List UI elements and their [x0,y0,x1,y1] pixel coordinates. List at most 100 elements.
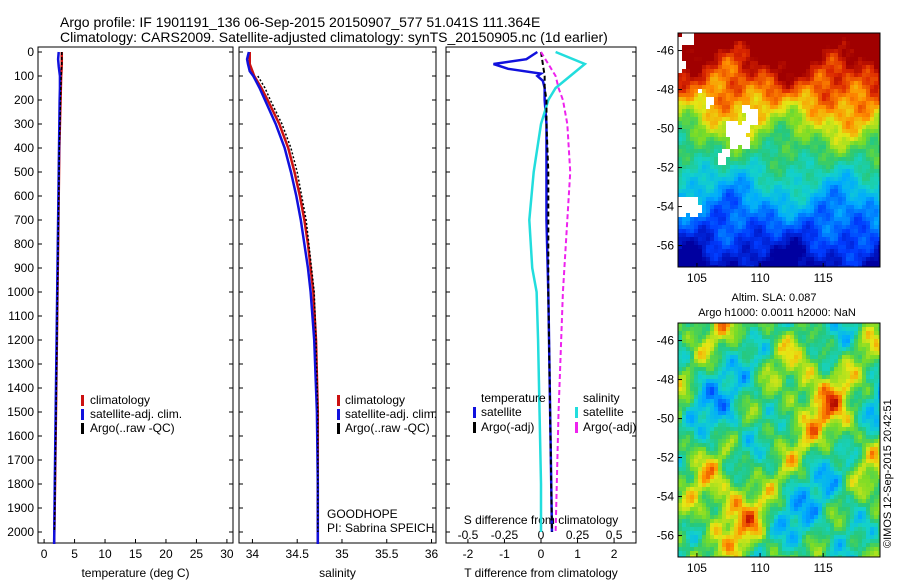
sla-cell [786,363,790,367]
sst-cell [794,205,798,209]
sla-cell [766,335,770,339]
sla-cell [802,335,806,339]
sla-cell [810,343,814,347]
sla-cell [690,447,694,451]
sst-cell [846,201,850,205]
sst-cell [690,181,694,185]
sla-cell [778,407,782,411]
sla-cell [838,419,842,423]
sst-cell [754,97,758,101]
sst-cell [818,57,822,61]
sst-cell [750,217,754,221]
secondary-tick-label: 0.5 [606,528,623,542]
sla-cell [762,355,766,359]
sst-cell [746,257,750,261]
sla-cell [790,423,794,427]
sst-cell [830,153,834,157]
sst-cell [794,97,798,101]
sla-cell [686,371,690,375]
sla-cell [734,427,738,431]
sst-cell [730,65,734,69]
sst-cell [734,157,738,161]
sst-cell [690,101,694,105]
sst-cell [774,237,778,241]
sst-cell [782,85,786,89]
sst-cell [794,181,798,185]
sst-cell [826,165,830,169]
sst-cell [854,237,858,241]
sla-cell [782,451,786,455]
sst-cell [782,165,786,169]
sst-cell [878,49,880,53]
sla-cell [726,407,730,411]
sst-cell [874,105,878,109]
sla-cell [690,347,694,351]
sla-cell [690,431,694,435]
sst-cell [818,113,822,117]
sst-cell [870,253,874,257]
sst-cell [862,133,866,137]
sst-cell [698,181,702,185]
sst-cell [698,117,702,121]
sst-cell [678,33,682,37]
sla-cell [762,331,766,335]
sst-cell [846,161,850,165]
sst-cell [846,213,850,217]
sla-cell [690,399,694,403]
sla-cell [842,347,846,351]
sst-cell [798,225,802,229]
sst-cell [738,57,742,61]
sst-cell [722,153,726,157]
sst-cell [742,109,746,113]
sla-cell [730,371,734,375]
sst-cell [866,41,870,45]
sst-cell [858,81,862,85]
sst-cell [790,45,794,49]
sst-cell [810,161,814,165]
sst-cell [690,237,694,241]
sst-cell [738,201,742,205]
sst-cell [710,85,714,89]
sst-cell [682,73,686,77]
sst-cell [782,257,786,261]
sst-cell [806,245,810,249]
sla-cell [734,355,738,359]
sla-cell [842,407,846,411]
sst-cell [802,197,806,201]
sla-cell [794,411,798,415]
sst-cell [694,117,698,121]
sst-cell [754,181,758,185]
sla-cell [854,431,858,435]
sla-cell [726,375,730,379]
sst-cell [818,193,822,197]
sst-cell [742,49,746,53]
sst-cell [858,121,862,125]
sla-cell [878,407,880,411]
sst-cell [694,73,698,77]
sla-cell [874,423,878,427]
sst-cell [826,177,830,181]
sst-cell [702,113,706,117]
sla-cell [754,371,758,375]
sst-cell [750,237,754,241]
sst-cell [726,141,730,145]
sla-cell [826,375,830,379]
sst-cell [710,33,714,37]
sst-cell [754,169,758,173]
sla-cell [798,391,802,395]
sla-cell [726,335,730,339]
sst-cell [770,153,774,157]
sla-cell [786,435,790,439]
sla-cell [838,427,842,431]
sst-cell [754,221,758,225]
sla-cell [846,387,850,391]
sla-cell [850,359,854,363]
sla-cell [794,331,798,335]
sla-cell [750,343,754,347]
sla-cell [750,427,754,431]
sst-cell [838,225,842,229]
sla-cell [706,343,710,347]
sst-cell [678,225,682,229]
sst-cell [686,225,690,229]
sst-cell [866,217,870,221]
